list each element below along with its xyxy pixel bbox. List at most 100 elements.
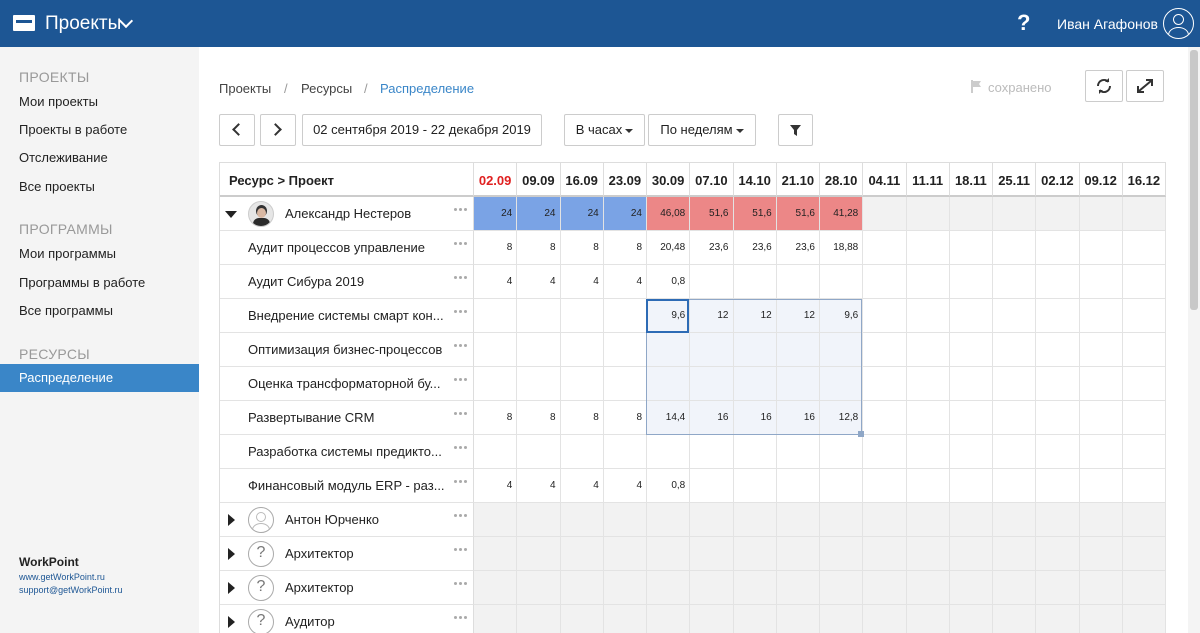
allocation-cell[interactable]: 8	[560, 231, 604, 265]
allocation-cell[interactable]	[906, 435, 950, 469]
allocation-cell[interactable]	[603, 571, 647, 605]
more-dots-icon[interactable]	[454, 276, 467, 279]
allocation-cell[interactable]	[603, 537, 647, 571]
allocation-cell[interactable]	[949, 503, 993, 537]
allocation-cell[interactable]	[993, 503, 1037, 537]
allocation-cell[interactable]	[993, 571, 1037, 605]
allocation-cell[interactable]	[820, 435, 864, 469]
allocation-cell[interactable]	[1079, 333, 1123, 367]
sidebar-item-all-programs[interactable]: Все программы	[19, 303, 113, 318]
allocation-cell[interactable]	[949, 367, 993, 401]
allocation-cell[interactable]	[733, 605, 777, 633]
allocation-cell[interactable]: 18,88	[820, 231, 864, 265]
allocation-cell[interactable]	[1079, 299, 1123, 333]
allocation-cell[interactable]	[863, 469, 907, 503]
allocation-cell[interactable]	[949, 197, 993, 231]
allocation-cell[interactable]	[1036, 605, 1080, 633]
more-dots-icon[interactable]	[454, 412, 467, 415]
allocation-cell[interactable]	[820, 469, 864, 503]
prev-period-button[interactable]	[219, 114, 255, 146]
allocation-cell[interactable]	[776, 469, 820, 503]
allocation-cell[interactable]: 24	[474, 197, 518, 231]
allocation-cell[interactable]: 8	[603, 401, 647, 435]
allocation-cell[interactable]	[863, 571, 907, 605]
project-row-name[interactable]: Оценка трансформаторной бу...	[220, 367, 474, 401]
sidebar-item-allocation[interactable]: Распределение	[0, 364, 199, 392]
allocation-cell[interactable]	[603, 367, 647, 401]
allocation-cell[interactable]	[1079, 265, 1123, 299]
expand-triangle-icon[interactable]	[228, 582, 235, 594]
allocation-cell[interactable]	[560, 299, 604, 333]
expand-triangle-icon[interactable]	[228, 616, 235, 628]
more-dots-icon[interactable]	[454, 310, 467, 313]
allocation-cell[interactable]	[1122, 435, 1166, 469]
allocation-cell[interactable]	[1036, 401, 1080, 435]
allocation-cell[interactable]	[733, 333, 777, 367]
allocation-cell[interactable]	[1036, 469, 1080, 503]
allocation-cell[interactable]: 0,8	[647, 469, 691, 503]
breadcrumb-resources[interactable]: Ресурсы	[301, 81, 353, 96]
allocation-cell[interactable]: 16	[690, 401, 734, 435]
allocation-cell[interactable]	[906, 537, 950, 571]
allocation-cell[interactable]	[560, 367, 604, 401]
allocation-cell[interactable]	[949, 605, 993, 633]
support-email-link[interactable]: support@getWorkPoint.ru	[19, 585, 123, 595]
allocation-cell[interactable]	[993, 401, 1037, 435]
date-range-field[interactable]: 02 сентября 2019 - 22 декабря 2019	[302, 114, 542, 146]
allocation-cell[interactable]	[517, 435, 561, 469]
allocation-cell[interactable]	[1079, 231, 1123, 265]
allocation-cell[interactable]	[906, 605, 950, 633]
allocation-cell[interactable]	[993, 299, 1037, 333]
allocation-cell[interactable]	[993, 435, 1037, 469]
allocation-cell[interactable]	[993, 537, 1037, 571]
allocation-cell[interactable]	[1122, 605, 1166, 633]
allocation-cell[interactable]: 8	[474, 231, 518, 265]
more-dots-icon[interactable]	[454, 378, 467, 381]
allocation-cell[interactable]	[474, 605, 518, 633]
allocation-cell[interactable]	[1122, 197, 1166, 231]
allocation-cell[interactable]: 4	[603, 265, 647, 299]
allocation-cell[interactable]: 16	[776, 401, 820, 435]
allocation-cell[interactable]: 46,08	[647, 197, 691, 231]
allocation-cell[interactable]	[647, 367, 691, 401]
allocation-cell[interactable]	[906, 469, 950, 503]
allocation-cell[interactable]: 23,6	[776, 231, 820, 265]
allocation-cell[interactable]	[906, 231, 950, 265]
more-dots-icon[interactable]	[454, 480, 467, 483]
resource-row-name[interactable]: Антон Юрченко	[220, 503, 474, 537]
allocation-cell[interactable]	[690, 367, 734, 401]
allocation-cell[interactable]	[820, 265, 864, 299]
help-icon[interactable]: ?	[1017, 10, 1031, 35]
allocation-cell[interactable]	[690, 435, 734, 469]
allocation-cell[interactable]	[690, 537, 734, 571]
allocation-cell[interactable]	[1079, 435, 1123, 469]
more-dots-icon[interactable]	[454, 446, 467, 449]
allocation-cell[interactable]	[1122, 401, 1166, 435]
allocation-cell[interactable]	[776, 265, 820, 299]
more-dots-icon[interactable]	[454, 344, 467, 347]
allocation-cell[interactable]	[474, 435, 518, 469]
allocation-cell[interactable]: 4	[517, 265, 561, 299]
resource-row-name[interactable]: Александр Нестеров	[220, 197, 474, 231]
allocation-cell[interactable]	[993, 605, 1037, 633]
project-row-name[interactable]: Финансовый модуль ERP - раз...	[220, 469, 474, 503]
period-dropdown[interactable]: По неделям	[648, 114, 756, 146]
allocation-cell[interactable]	[949, 401, 993, 435]
allocation-cell[interactable]: 16	[733, 401, 777, 435]
allocation-cell[interactable]	[560, 537, 604, 571]
allocation-cell[interactable]: 4	[474, 469, 518, 503]
allocation-cell[interactable]	[560, 605, 604, 633]
allocation-cell[interactable]	[560, 503, 604, 537]
allocation-cell[interactable]	[1036, 571, 1080, 605]
allocation-cell[interactable]	[863, 503, 907, 537]
allocation-cell[interactable]: 24	[603, 197, 647, 231]
resource-row-name[interactable]: Архитектор	[220, 537, 474, 571]
allocation-cell[interactable]	[647, 605, 691, 633]
more-dots-icon[interactable]	[454, 242, 467, 245]
allocation-cell[interactable]	[517, 367, 561, 401]
allocation-cell[interactable]	[647, 333, 691, 367]
allocation-cell[interactable]: 51,6	[690, 197, 734, 231]
allocation-cell[interactable]	[1036, 299, 1080, 333]
allocation-cell[interactable]	[863, 401, 907, 435]
allocation-cell[interactable]	[517, 605, 561, 633]
